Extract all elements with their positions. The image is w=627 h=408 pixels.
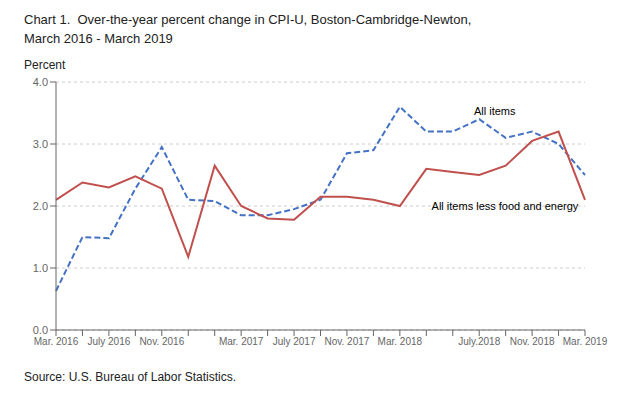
html-text:Percent: Percent [24,58,66,72]
svg-text:All items less food and energy: All items less food and energy [432,200,579,212]
html-text:Source: U.S. Bureau of Labor S: Source: U.S. Bureau of Labor Statistics. [24,370,237,384]
svg-text:1.0: 1.0 [33,262,48,274]
svg-text:Nov. 2016: Nov. 2016 [139,336,184,347]
svg-text:4.0: 4.0 [33,76,48,88]
svg-text:Nov. 2017: Nov. 2017 [325,336,370,347]
svg-text:July.2018: July.2018 [458,336,501,347]
svg-text:Mar. 2016: Mar. 2016 [34,336,79,347]
svg-text:3.0: 3.0 [33,138,48,150]
svg-text:July 2016: July 2016 [87,336,130,347]
html-text:March 2016 - March 2019: March 2016 - March 2019 [24,31,173,46]
svg-text:0.0: 0.0 [33,324,48,336]
svg-text:Mar. 2017: Mar. 2017 [219,336,264,347]
svg-text:All items: All items [474,105,516,117]
svg-text:2.0: 2.0 [33,200,48,212]
svg-text:Nov. 2018: Nov. 2018 [510,336,555,347]
svg-text:Mar. 2019: Mar. 2019 [563,336,608,347]
html-text:Chart 1. Over-the-year percent: Chart 1. Over-the-year percent change in… [24,12,472,27]
svg-text:Mar. 2018: Mar. 2018 [378,336,423,347]
svg-text:July 2017: July 2017 [273,336,316,347]
